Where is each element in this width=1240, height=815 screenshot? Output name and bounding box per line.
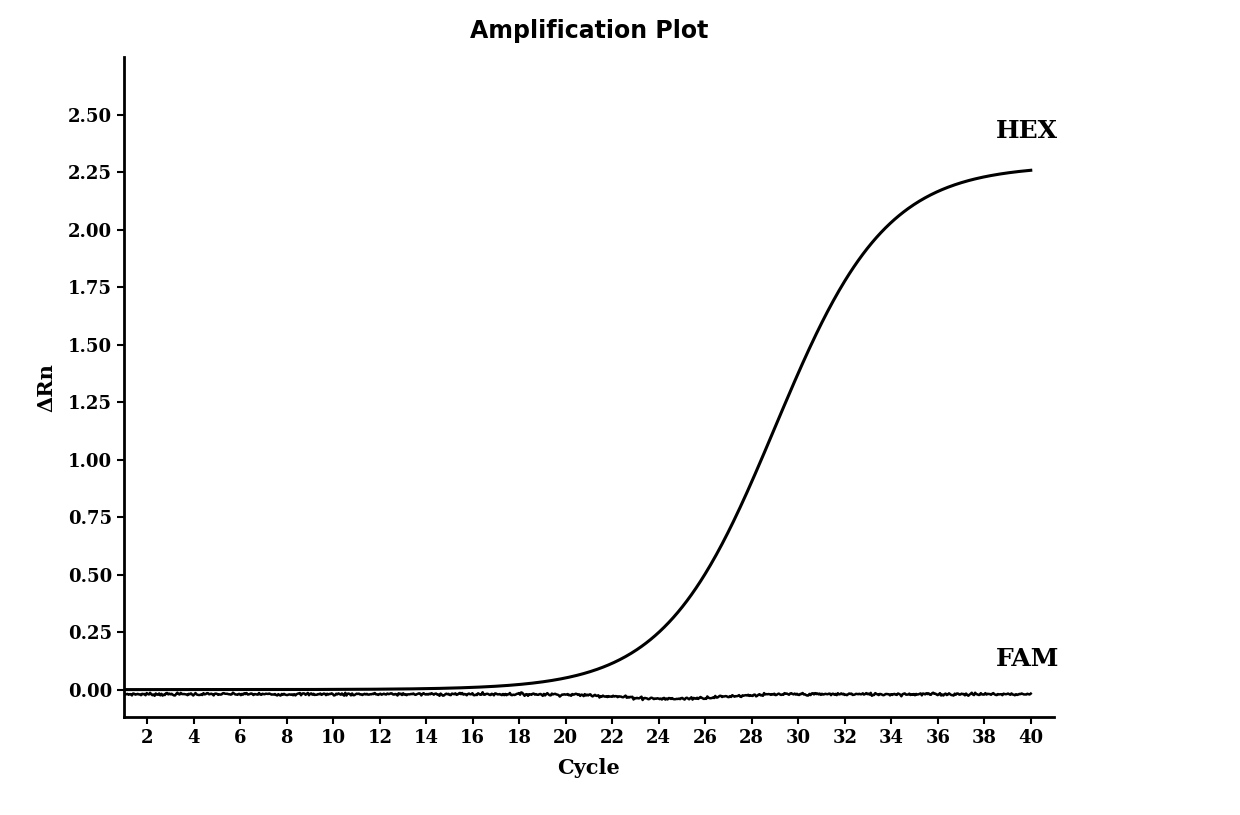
Text: HEX: HEX xyxy=(996,119,1058,143)
X-axis label: Cycle: Cycle xyxy=(558,758,620,778)
Text: FAM: FAM xyxy=(996,647,1059,672)
Title: Amplification Plot: Amplification Plot xyxy=(470,19,708,42)
Y-axis label: ΔRn: ΔRn xyxy=(37,363,57,412)
